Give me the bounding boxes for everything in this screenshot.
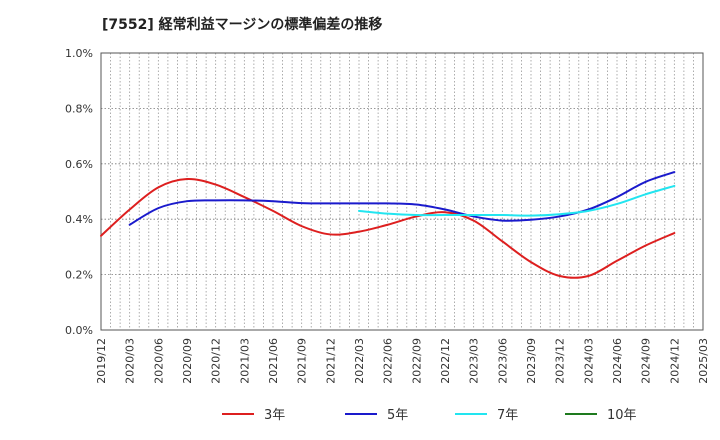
x-tick-label: 2021/12 (324, 338, 337, 384)
y-tick-label: 0.8% (65, 102, 93, 115)
series-line-3 (358, 184, 676, 217)
chart-title: [7552] 経常利益マージンの標準偏差の推移 (102, 17, 383, 33)
x-tick-label: 2020/12 (210, 338, 223, 384)
x-tick-label: 2022/09 (410, 338, 423, 384)
x-tick-label: 2024/09 (640, 338, 653, 384)
x-tick-label: 2024/03 (582, 338, 595, 384)
x-tick-label: 2020/09 (181, 338, 194, 384)
y-tick-label: 0.0% (65, 324, 93, 337)
x-tick-label: 2022/03 (353, 338, 366, 384)
x-tick-label: 2020/06 (152, 338, 165, 384)
legend-label: 3年 (264, 408, 285, 423)
legend-label: 5年 (387, 408, 408, 423)
x-tick-label: 2023/09 (525, 338, 538, 384)
x-tick-label: 2023/03 (468, 338, 481, 384)
x-tick-label: 2024/12 (668, 338, 681, 384)
y-tick-label: 0.6% (65, 158, 93, 171)
x-tick-label: 2024/06 (611, 338, 624, 384)
y-tick-label: 1.0% (65, 47, 93, 60)
series-line-2 (128, 171, 676, 226)
x-tick-label: 2021/09 (296, 338, 309, 384)
series-line-1 (100, 178, 676, 279)
legend-label: 10年 (607, 408, 637, 423)
x-tick-label: 2025/03 (697, 338, 710, 384)
x-tick-label: 2022/12 (439, 338, 452, 384)
x-tick-label: 2020/03 (124, 338, 137, 384)
y-tick-label: 0.2% (65, 269, 93, 282)
x-tick-label: 2023/12 (554, 338, 567, 384)
plot-area (101, 53, 703, 330)
legend-label: 7年 (497, 408, 518, 423)
y-tick-label: 0.4% (65, 213, 93, 226)
x-tick-label: 2022/06 (382, 338, 395, 384)
x-tick-label: 2019/12 (95, 338, 108, 384)
x-tick-label: 2021/03 (238, 338, 251, 384)
x-tick-label: 2023/06 (496, 338, 509, 384)
plot-border (100, 52, 704, 331)
x-tick-label: 2021/06 (267, 338, 280, 384)
